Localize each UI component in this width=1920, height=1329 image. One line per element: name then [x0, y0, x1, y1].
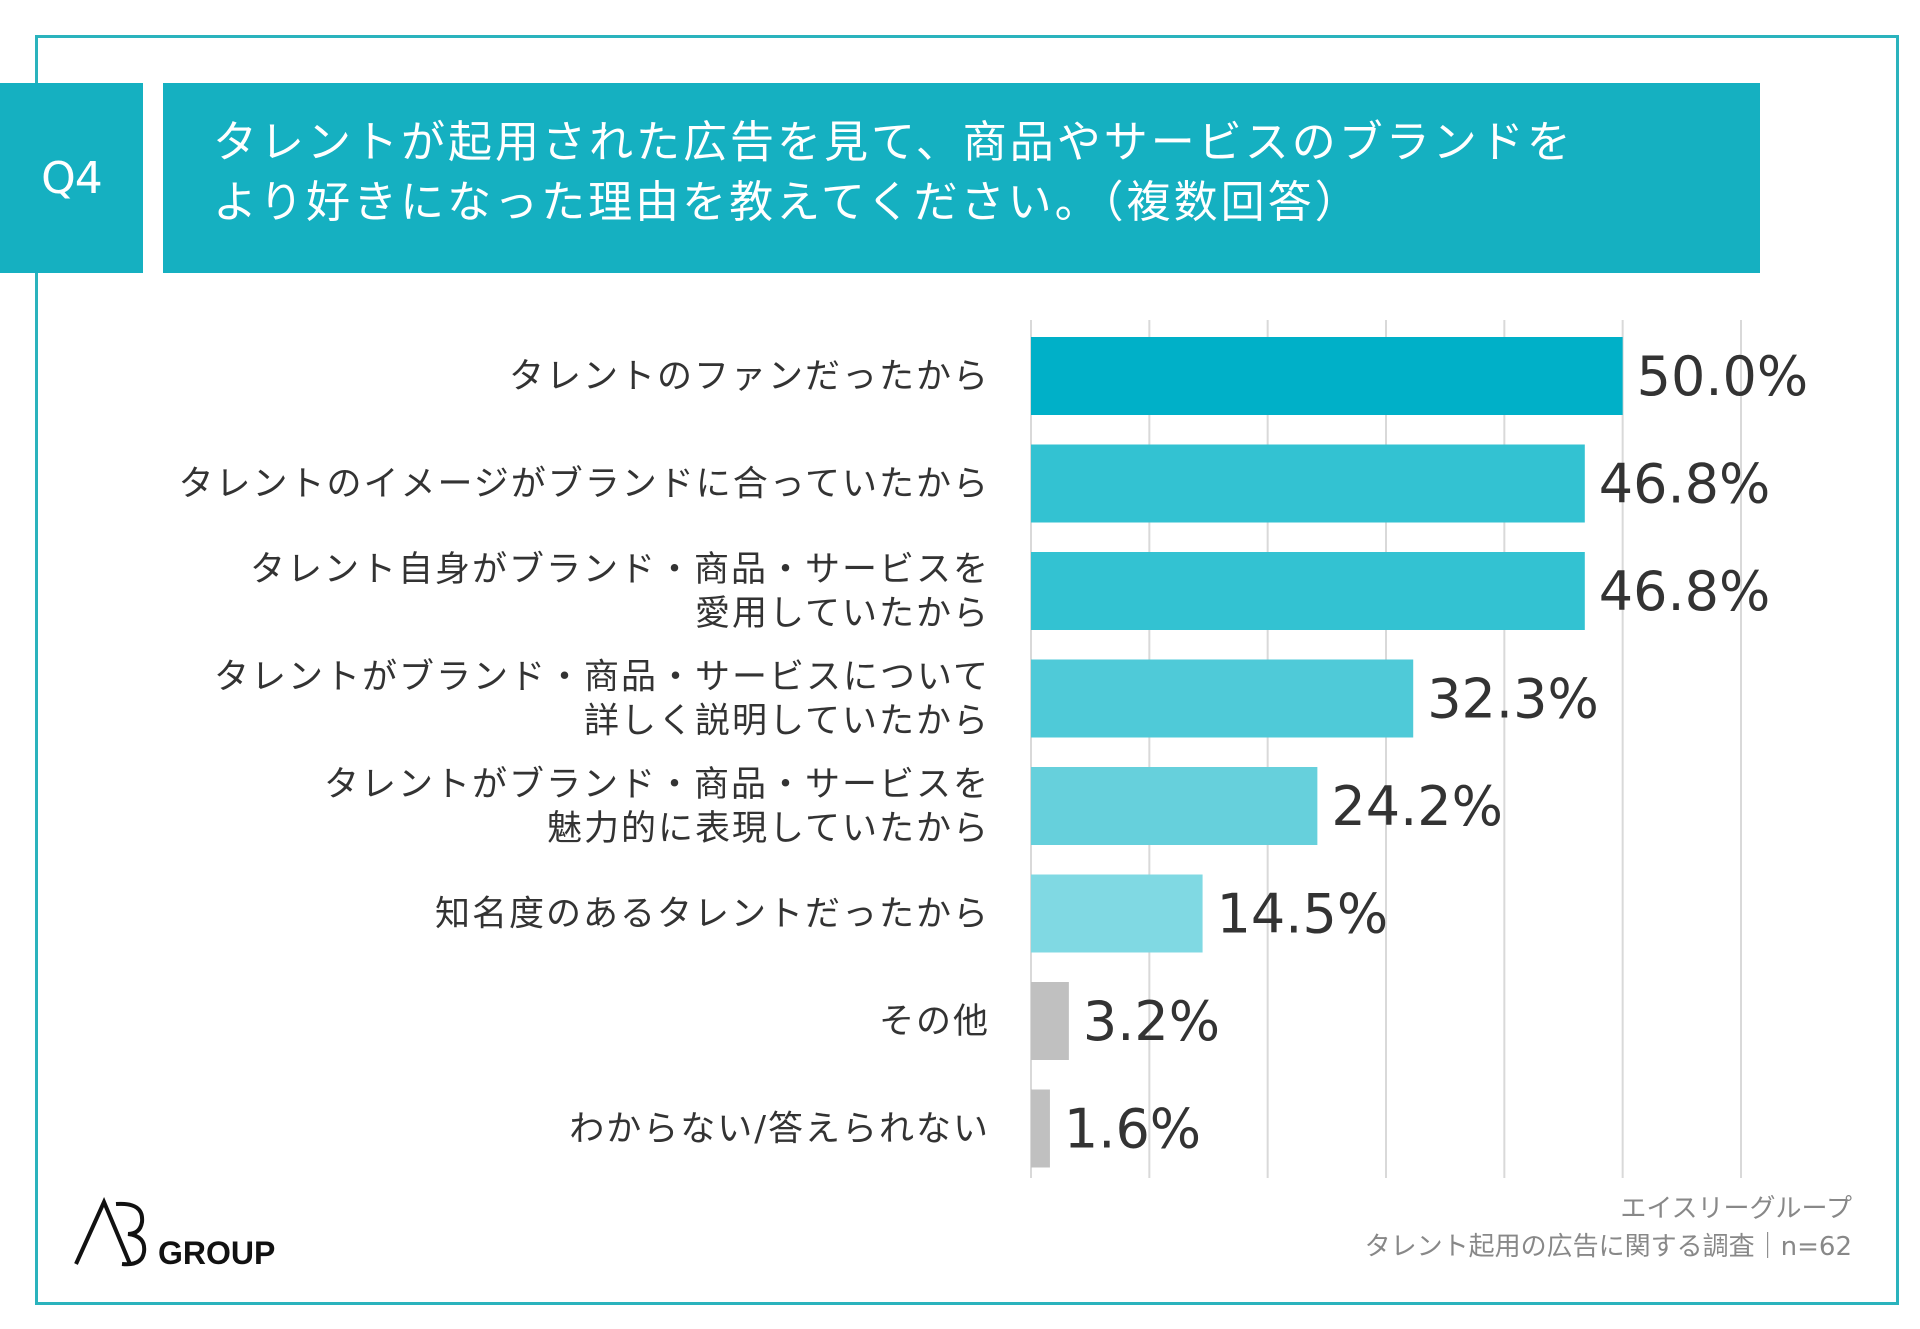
data-label: 50.0% — [1637, 345, 1809, 408]
bar — [1031, 444, 1585, 523]
question-title: タレントが起用された広告を見て、商品やサービスのブランドを より好きになった理由… — [163, 83, 1760, 273]
category-label: 詳しく説明していたから — [584, 702, 990, 742]
footer-survey: タレント起用の広告に関する調査｜n=62 — [1364, 1232, 1852, 1262]
category-label: 知名度のあるタレントだったから — [435, 895, 990, 935]
category-label: タレントがブランド・商品・サービスを — [324, 765, 990, 805]
a3-group-logo: GROUP — [74, 1196, 275, 1271]
category-label: その他 — [879, 1002, 990, 1042]
bar — [1031, 874, 1203, 953]
category-label: 愛用していたから — [695, 594, 990, 634]
question-badge: Q4 — [0, 83, 143, 273]
data-label: 14.5% — [1217, 883, 1389, 946]
bar — [1031, 337, 1623, 415]
question-line-1: タレントが起用された広告を見て、商品やサービスのブランドを — [213, 117, 1574, 168]
footer-company: エイスリーグループ — [1620, 1194, 1852, 1224]
data-label: 3.2% — [1083, 990, 1220, 1053]
category-label: タレントのファンだったから — [509, 357, 990, 397]
category-label: タレント自身がブランド・商品・サービスを — [250, 550, 990, 590]
logo-three-shape — [115, 1201, 147, 1267]
data-label: 1.6% — [1064, 1098, 1201, 1161]
logo-a-shape — [74, 1196, 132, 1265]
data-label: 46.8% — [1599, 560, 1771, 623]
bar — [1031, 1089, 1050, 1168]
category-label: わからない/答えられない — [569, 1110, 990, 1150]
slide-frame — [35, 35, 1899, 1305]
data-label: 46.8% — [1599, 453, 1771, 516]
bar — [1031, 659, 1414, 738]
bar — [1031, 982, 1069, 1060]
bar — [1031, 552, 1585, 630]
footer-note: エイスリーグループ タレント起用の広告に関する調査｜n=62 — [1365, 1190, 1852, 1266]
bar — [1031, 767, 1318, 845]
data-label: 32.3% — [1427, 668, 1599, 731]
question-line-2: より好きになった理由を教えてください。（複数回答） — [213, 177, 1362, 228]
category-label: タレントがブランド・商品・サービスについて — [214, 658, 990, 698]
data-label: 24.2% — [1331, 775, 1503, 838]
logo-group-text: GROUP — [158, 1235, 275, 1271]
category-label: タレントのイメージがブランドに合っていたから — [178, 465, 990, 505]
category-label: 魅力的に表現していたから — [547, 809, 990, 849]
